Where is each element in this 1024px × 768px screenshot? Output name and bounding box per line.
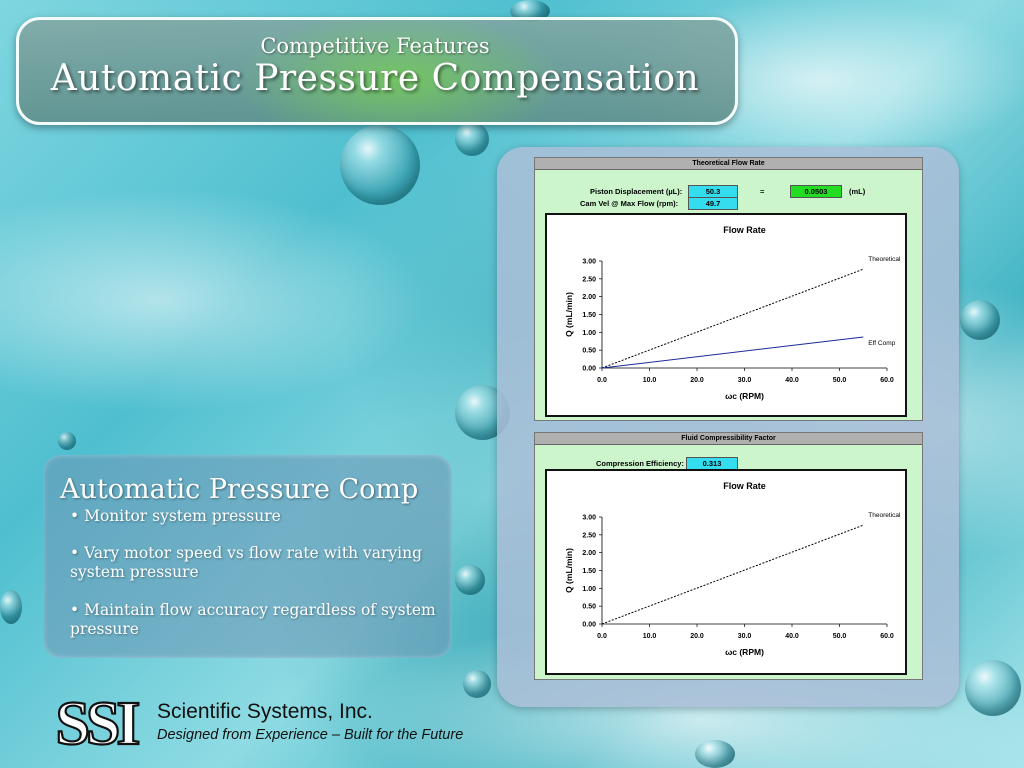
title-banner (16, 17, 738, 125)
bubble-decoration (463, 670, 491, 698)
feature-panel (43, 455, 452, 658)
y-tick-label: 1.50 (582, 312, 596, 319)
y-tick-label: 0.00 (582, 622, 596, 629)
y-tick-label: 1.00 (582, 586, 596, 593)
y-axis-label: Q (mL/min) (564, 292, 574, 337)
y-tick-label: 2.50 (582, 532, 596, 539)
x-tick-label: 50.0 (833, 633, 847, 640)
x-tick-label: 60.0 (880, 377, 894, 384)
y-tick-label: 1.50 (582, 568, 596, 575)
series-label: Eff Comp (868, 340, 895, 347)
company-tagline: Designed from Experience – Built for the… (157, 727, 464, 743)
piston-label: Piston Displacement (µL): (590, 187, 683, 196)
x-tick-label: 50.0 (833, 377, 847, 384)
feature-bullet: • Maintain flow accuracy regardless of s… (70, 601, 436, 638)
chart-title: Flow Rate (723, 481, 766, 491)
y-tick-label: 0.00 (582, 366, 596, 373)
x-tick-label: 0.0 (597, 633, 607, 640)
result-unit: (mL) (849, 187, 866, 196)
bubble-decoration (960, 300, 1000, 340)
series-line-theoretical (601, 268, 864, 369)
bubble-decoration (455, 122, 489, 156)
cam-value-cell[interactable]: 49.7 (688, 197, 738, 210)
series-label: Theoretical (868, 512, 901, 519)
company-name: Scientific Systems, Inc. (157, 700, 373, 723)
x-tick-label: 40.0 (785, 633, 799, 640)
result-value-cell: 0.0503 (790, 185, 842, 198)
panel-header: Theoretical Flow Rate (535, 158, 922, 170)
chart-box: Flow Rate 0.00 0.50 1.00 1.50 2.00 2.50 3.00 0.0… (545, 213, 907, 417)
x-tick-label: 20.0 (690, 377, 704, 384)
series-line-eff-comp (601, 336, 864, 369)
bubble-decoration (455, 565, 485, 595)
series-line-theoretical (601, 524, 864, 625)
x-axis-label: ωc (RPM) (725, 391, 764, 401)
equals-sign: = (760, 187, 765, 196)
feature-heading: Automatic Pressure Comp (60, 474, 419, 505)
x-tick-label: 10.0 (643, 377, 657, 384)
bubble-decoration (510, 0, 550, 22)
y-tick-label: 3.00 (582, 515, 596, 522)
logo-mark: SSI (55, 690, 139, 750)
feature-bullet: • Vary motor speed vs flow rate with var… (70, 544, 423, 581)
bubble-decoration (0, 590, 22, 624)
x-tick-label: 30.0 (738, 377, 752, 384)
y-tick-label: 2.00 (582, 550, 596, 557)
y-tick-label: 0.50 (582, 604, 596, 611)
feature-bullet: • Monitor system pressure (70, 507, 281, 525)
y-tick-label: 2.00 (582, 294, 596, 301)
bubble-decoration (695, 740, 735, 768)
y-axis-label: Q (mL/min) (564, 548, 574, 593)
bubble-decoration (965, 660, 1021, 716)
bubble-decoration (58, 432, 76, 450)
flow-rate-chart-1: Flow Rate 0.00 0.50 1.00 1.50 2.00 2.50 3.00 0.0… (564, 225, 901, 401)
x-tick-label: 60.0 (880, 633, 894, 640)
y-tick-label: 2.50 (582, 276, 596, 283)
x-tick-label: 20.0 (690, 633, 704, 640)
slide-title: Automatic Pressure Compensation (50, 58, 700, 99)
efficiency-label: Compression Efficiency: (596, 459, 684, 468)
x-tick-label: 0.0 (597, 377, 607, 384)
bubble-decoration (340, 125, 420, 205)
y-tick-label: 3.00 (582, 259, 596, 266)
chart-box: Flow Rate 0.00 0.50 1.00 1.50 2.00 2.50 3.00 0.0… (545, 469, 907, 675)
y-tick-label: 1.00 (582, 330, 596, 337)
slide-subtitle: Competitive Features (260, 34, 490, 58)
chart-title: Flow Rate (723, 225, 766, 235)
x-tick-label: 10.0 (643, 633, 657, 640)
y-tick-label: 0.50 (582, 348, 596, 355)
x-tick-label: 40.0 (785, 377, 799, 384)
x-tick-label: 30.0 (738, 633, 752, 640)
flow-rate-chart-2: Flow Rate 0.00 0.50 1.00 1.50 2.00 2.50 3.00 0.0… (564, 481, 901, 657)
panel-header: Fluid Compressibility Factor (535, 433, 922, 445)
x-axis-label: ωc (RPM) (725, 647, 764, 657)
cam-label: Cam Vel @ Max Flow (rpm): (580, 199, 679, 208)
ssi-logo: SSI (54, 690, 144, 750)
series-label: Theoretical (868, 256, 901, 263)
